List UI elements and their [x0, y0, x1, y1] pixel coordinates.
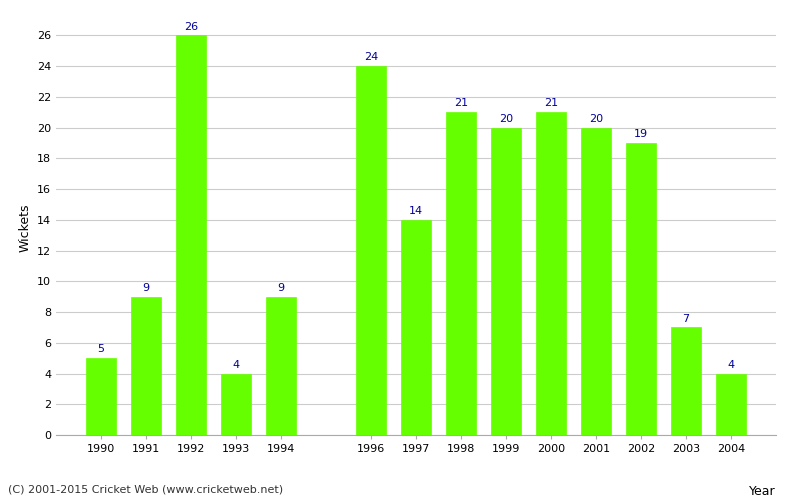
Bar — [536, 112, 566, 435]
Bar — [716, 374, 746, 435]
Text: 20: 20 — [499, 114, 513, 124]
Bar — [131, 296, 161, 435]
Bar — [222, 374, 250, 435]
Text: 14: 14 — [409, 206, 423, 216]
Text: 21: 21 — [454, 98, 468, 108]
Bar — [582, 128, 610, 435]
Text: (C) 2001-2015 Cricket Web (www.cricketweb.net): (C) 2001-2015 Cricket Web (www.cricketwe… — [8, 485, 283, 495]
Text: 9: 9 — [142, 283, 150, 293]
Bar — [671, 328, 701, 435]
Bar — [86, 358, 116, 435]
Bar — [491, 128, 521, 435]
Text: 4: 4 — [233, 360, 239, 370]
Bar — [266, 296, 296, 435]
Bar — [356, 66, 386, 435]
Text: 4: 4 — [727, 360, 734, 370]
Bar — [626, 143, 656, 435]
Y-axis label: Wickets: Wickets — [18, 203, 31, 252]
Bar — [402, 220, 430, 435]
Bar — [446, 112, 476, 435]
Text: 9: 9 — [278, 283, 285, 293]
Text: 5: 5 — [98, 344, 105, 354]
Text: 7: 7 — [682, 314, 690, 324]
Text: 26: 26 — [184, 22, 198, 32]
Text: 19: 19 — [634, 129, 648, 139]
Text: 21: 21 — [544, 98, 558, 108]
Bar — [176, 36, 206, 435]
Text: 24: 24 — [364, 52, 378, 62]
Text: 20: 20 — [589, 114, 603, 124]
Text: Year: Year — [750, 485, 776, 498]
